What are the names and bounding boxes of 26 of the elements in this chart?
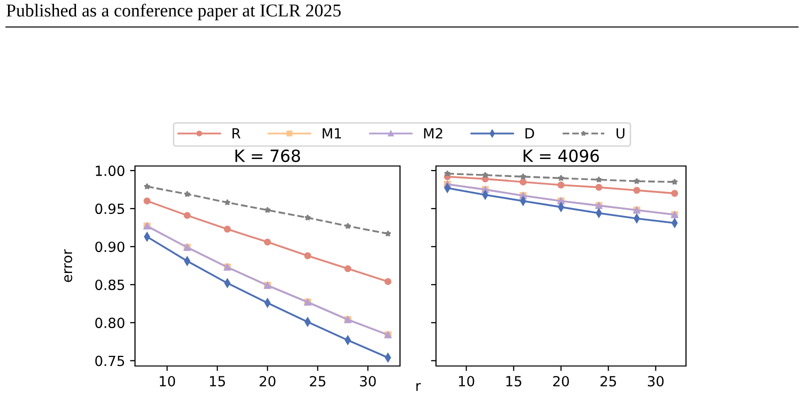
chart-title: K = 768 — [235, 149, 300, 162]
x-tick-label: 30 — [360, 376, 376, 386]
x-axis-title: r — [416, 383, 421, 391]
y-tick-label: 1.00 — [96, 166, 124, 176]
legend-label: M2 — [424, 128, 442, 138]
x-tick-label: 15 — [506, 376, 522, 386]
text: Published as a conference paper at ICLR 2025 — [6, 4, 341, 20]
x-tick-label: 25 — [600, 376, 616, 386]
x-tick-label: 30 — [648, 376, 664, 386]
legend-label: U — [616, 128, 624, 139]
x-tick-label: 10 — [160, 376, 176, 386]
x-tick-label: 20 — [260, 376, 276, 386]
y-tick-label: 0.80 — [95, 318, 124, 328]
y-tick-label: 0.85 — [95, 280, 124, 290]
x-tick-label: 25 — [310, 376, 326, 386]
x-tick-label: 20 — [553, 376, 569, 386]
legend-label: R — [232, 128, 240, 138]
chart-title: K = 4096 — [524, 149, 599, 162]
legend-label: D — [526, 128, 534, 138]
y-tick-label: 0.95 — [95, 204, 124, 214]
y-tick-label: 0.75 — [95, 356, 124, 366]
y-tick-label: 0.90 — [95, 242, 124, 252]
x-tick-label: 15 — [210, 376, 225, 386]
x-tick-label: 10 — [458, 376, 474, 386]
y-axis-title: error — [64, 249, 72, 282]
legend-label: M1 — [322, 128, 341, 138]
